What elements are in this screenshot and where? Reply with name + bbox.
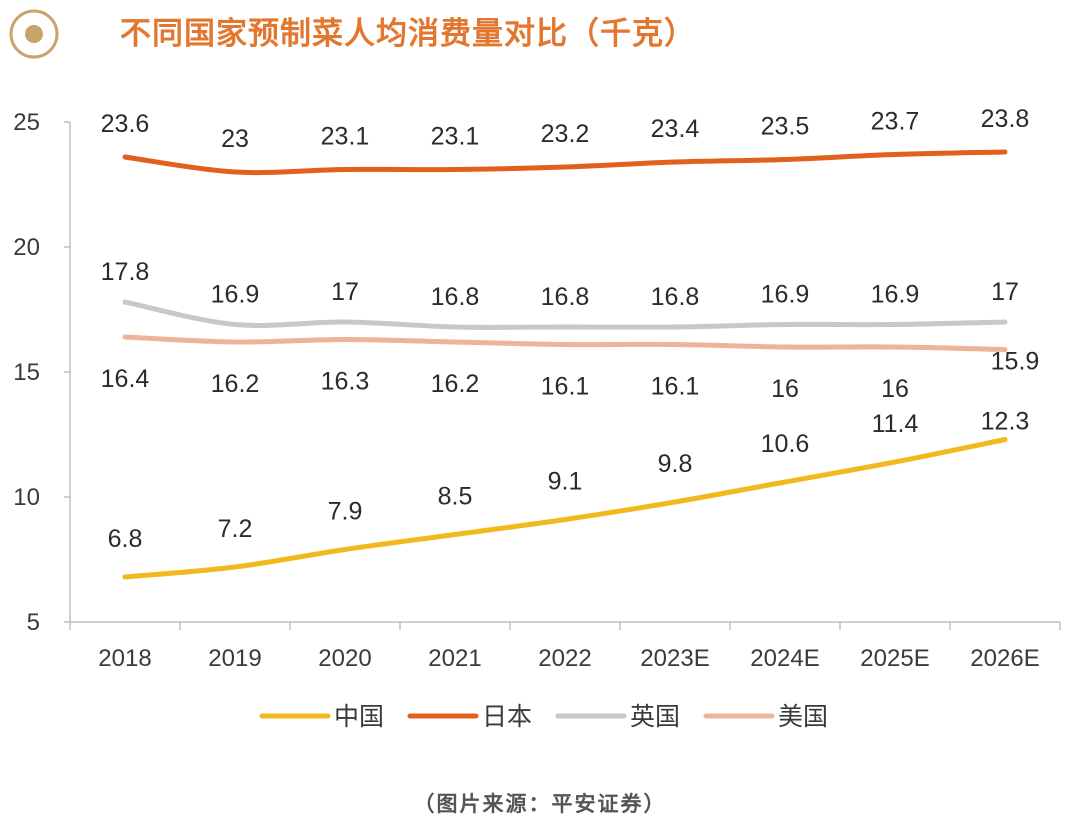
data-label: 8.5 bbox=[438, 483, 473, 511]
data-label: 16.9 bbox=[211, 281, 260, 309]
data-label: 16.2 bbox=[211, 370, 260, 398]
data-label: 16.9 bbox=[871, 281, 920, 309]
x-tick-label: 2020 bbox=[318, 645, 371, 672]
data-label: 11.4 bbox=[872, 410, 919, 438]
legend-label: 日本 bbox=[482, 702, 532, 731]
data-label: 16.1 bbox=[541, 373, 590, 401]
data-label: 12.3 bbox=[981, 408, 1030, 436]
x-tick-label: 2019 bbox=[208, 645, 261, 672]
line-chart: 5 10 15 20 25 2018 2019 2020 2021 2022 2023E 2024E 2… bbox=[13, 105, 1061, 731]
data-label: 23.2 bbox=[541, 120, 590, 148]
x-tick-label: 2024E bbox=[750, 645, 819, 672]
data-label: 9.1 bbox=[548, 468, 583, 496]
data-label: 23.1 bbox=[431, 123, 480, 151]
data-label: 16 bbox=[771, 375, 799, 403]
data-label: 9.8 bbox=[658, 450, 693, 478]
data-label: 16 bbox=[881, 375, 909, 403]
data-label: 17 bbox=[331, 278, 359, 306]
data-label: 16.8 bbox=[541, 283, 590, 311]
data-label: 16.2 bbox=[431, 370, 480, 398]
data-label: 23.6 bbox=[101, 110, 150, 138]
data-label: 15.9 bbox=[991, 348, 1040, 376]
legend-label: 英国 bbox=[630, 702, 680, 731]
data-label: 16.8 bbox=[651, 283, 700, 311]
x-tick-label: 2018 bbox=[98, 645, 151, 672]
chart-title: 不同国家预制菜人均消费量对比（千克） bbox=[120, 16, 696, 52]
y-tick-label: 10 bbox=[13, 484, 40, 511]
x-tick-label: 2025E bbox=[860, 645, 929, 672]
target-circle-icon bbox=[9, 9, 59, 59]
data-label: 6.8 bbox=[108, 525, 143, 553]
data-label: 16.3 bbox=[321, 368, 370, 396]
data-label: 10.6 bbox=[761, 430, 810, 458]
y-tick-label: 5 bbox=[27, 609, 40, 636]
data-label: 23.8 bbox=[981, 105, 1030, 133]
data-label: 7.2 bbox=[218, 515, 253, 543]
legend-label: 中国 bbox=[334, 702, 384, 731]
data-label: 17.8 bbox=[101, 258, 150, 286]
data-label: 16.1 bbox=[651, 373, 700, 401]
data-label: 23.5 bbox=[761, 113, 810, 141]
y-tick-label: 25 bbox=[13, 109, 40, 136]
x-tick-label: 2026E bbox=[970, 645, 1039, 672]
series-line-美国 bbox=[122, 334, 1008, 352]
series-line-中国 bbox=[122, 437, 1008, 580]
data-label: 7.9 bbox=[328, 498, 363, 526]
legend-label: 美国 bbox=[778, 702, 828, 731]
data-label: 23.4 bbox=[651, 115, 700, 143]
data-label: 17 bbox=[991, 278, 1019, 306]
x-tick-label: 2021 bbox=[428, 645, 481, 672]
y-tick-label: 15 bbox=[13, 359, 40, 386]
x-tick-label: 2023E bbox=[640, 645, 709, 672]
series-line-日本 bbox=[122, 149, 1008, 176]
series-line-英国 bbox=[122, 299, 1008, 330]
data-label: 23.7 bbox=[871, 108, 920, 136]
data-label: 16.9 bbox=[761, 281, 810, 309]
data-label: 16.4 bbox=[101, 365, 150, 393]
x-tick-label: 2022 bbox=[538, 645, 591, 672]
source-caption: （图片来源：平安证券） bbox=[413, 792, 667, 816]
y-tick-label: 20 bbox=[13, 234, 40, 261]
data-label: 23 bbox=[221, 125, 249, 153]
data-label: 23.1 bbox=[321, 123, 370, 151]
data-label: 16.8 bbox=[431, 283, 480, 311]
